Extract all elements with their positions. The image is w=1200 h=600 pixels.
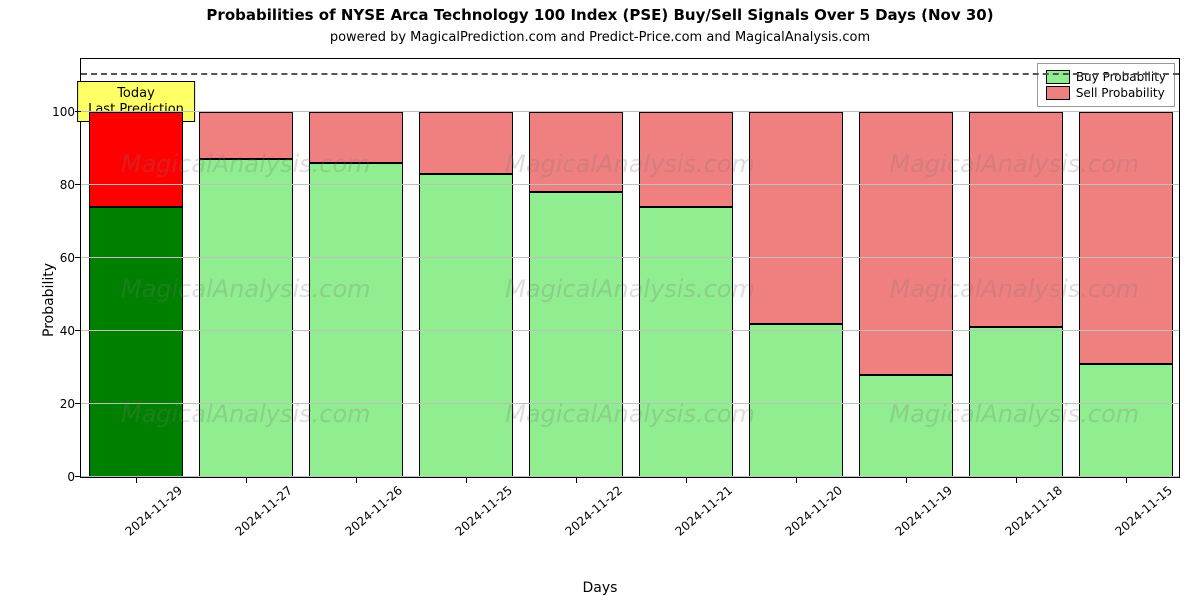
- bar-sell: [859, 112, 953, 375]
- bar-slot: [639, 59, 733, 477]
- x-tick-label: 2024-11-26: [343, 483, 405, 539]
- dashed-reference-line: [81, 73, 1179, 75]
- x-tick-label: 2024-11-18: [1003, 483, 1065, 539]
- y-tick-label: 60: [60, 251, 81, 265]
- bar-slot: [89, 59, 183, 477]
- y-tick-label: 20: [60, 397, 81, 411]
- gridline: [81, 403, 1179, 404]
- bars-layer: [81, 59, 1179, 477]
- gridline: [81, 184, 1179, 185]
- bar-slot: [749, 59, 843, 477]
- bar-slot: [419, 59, 513, 477]
- x-tick-label: 2024-11-19: [893, 483, 955, 539]
- bar-buy: [529, 192, 623, 477]
- bar-slot: [309, 59, 403, 477]
- bar-slot: [199, 59, 293, 477]
- bar-sell: [529, 112, 623, 192]
- gridline: [81, 111, 1179, 112]
- bar-slot: [969, 59, 1063, 477]
- bar-sell: [419, 112, 513, 174]
- bar-sell: [199, 112, 293, 159]
- chart-container: Probabilities of NYSE Arca Technology 10…: [0, 0, 1200, 600]
- bar-buy: [199, 159, 293, 477]
- bar-sell: [309, 112, 403, 163]
- y-tick-label: 80: [60, 178, 81, 192]
- x-tick-label: 2024-11-21: [673, 483, 735, 539]
- chart-title: Probabilities of NYSE Arca Technology 10…: [0, 6, 1200, 24]
- x-tick-label: 2024-11-29: [123, 483, 185, 539]
- x-tick-label: 2024-11-15: [1113, 483, 1175, 539]
- bar-buy: [419, 174, 513, 477]
- y-axis-label: Probability: [41, 263, 57, 337]
- gridline: [81, 330, 1179, 331]
- bar-sell: [749, 112, 843, 324]
- x-tick-label: 2024-11-22: [563, 483, 625, 539]
- bar-buy: [639, 207, 733, 477]
- bar-buy: [309, 163, 403, 477]
- bar-sell: [1079, 112, 1173, 364]
- bar-buy: [749, 324, 843, 477]
- plot-area: Buy Probability Sell Probability Today L…: [80, 58, 1180, 478]
- bar-slot: [529, 59, 623, 477]
- chart-subtitle: powered by MagicalPrediction.com and Pre…: [0, 30, 1200, 45]
- x-tick-label: 2024-11-20: [783, 483, 845, 539]
- x-tick-label: 2024-11-27: [233, 483, 295, 539]
- y-tick-label: 0: [67, 470, 81, 484]
- y-tick-label: 100: [52, 105, 81, 119]
- bar-buy: [1079, 364, 1173, 477]
- bar-sell: [89, 112, 183, 207]
- x-tick-label: 2024-11-25: [453, 483, 515, 539]
- bar-slot: [1079, 59, 1173, 477]
- bar-sell: [639, 112, 733, 207]
- bar-buy: [89, 207, 183, 477]
- y-tick-label: 40: [60, 324, 81, 338]
- bar-slot: [859, 59, 953, 477]
- bar-buy: [859, 375, 953, 477]
- x-axis-label: Days: [0, 580, 1200, 596]
- bar-sell: [969, 112, 1063, 327]
- gridline: [81, 257, 1179, 258]
